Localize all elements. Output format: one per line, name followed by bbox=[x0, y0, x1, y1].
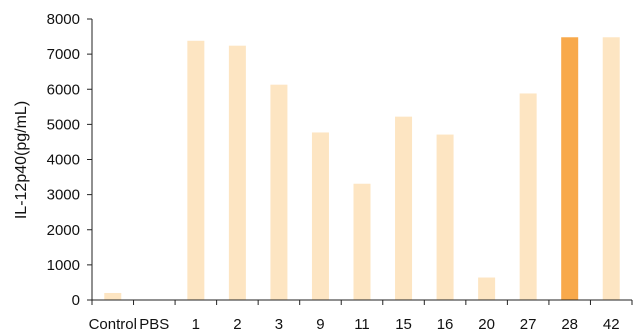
y-tick-label: 5000 bbox=[47, 116, 80, 133]
bar-28 bbox=[561, 37, 579, 300]
x-tick-label: 2 bbox=[233, 316, 241, 333]
x-tick-label: 16 bbox=[437, 316, 454, 333]
y-tick-label: 0 bbox=[72, 292, 80, 309]
bar-1 bbox=[187, 40, 205, 301]
x-tick-label: 15 bbox=[395, 316, 412, 333]
bar-11 bbox=[353, 183, 371, 300]
bars bbox=[104, 37, 620, 301]
x-tick-label: Control bbox=[89, 316, 137, 333]
y-tick-label: 4000 bbox=[47, 152, 80, 169]
x-tick-label: 11 bbox=[354, 316, 370, 333]
x-tick-label: 9 bbox=[316, 316, 324, 333]
x-tick-label: 42 bbox=[603, 316, 620, 333]
bar-20 bbox=[478, 277, 496, 300]
bar-control bbox=[104, 292, 122, 300]
x-tick-label: 27 bbox=[520, 316, 537, 333]
bar-27 bbox=[519, 93, 537, 300]
x-tick-label: 20 bbox=[478, 316, 495, 333]
y-tick-label: 6000 bbox=[47, 81, 80, 98]
y-axis-ticks: 0 1000 2000 3000 4000 5000 6000 7000 8000 bbox=[47, 11, 92, 309]
x-tick-label: 28 bbox=[561, 316, 578, 333]
bar-3 bbox=[270, 84, 288, 300]
y-tick-label: 2000 bbox=[47, 222, 80, 239]
y-tick-label: 3000 bbox=[47, 187, 80, 204]
y-axis-title: IL-12p40(pg/mL) bbox=[13, 101, 30, 219]
bar-2 bbox=[228, 45, 246, 300]
x-axis-ticks: Control PBS 1 2 3 9 11 15 16 20 27 28 42 bbox=[89, 300, 633, 333]
x-tick-label: 1 bbox=[192, 316, 200, 333]
bar-15 bbox=[395, 116, 413, 301]
y-tick-label: 8000 bbox=[47, 11, 80, 28]
bar-16 bbox=[436, 134, 454, 300]
x-tick-label: 3 bbox=[275, 316, 283, 333]
y-tick-label: 1000 bbox=[47, 257, 80, 274]
bar-42 bbox=[602, 37, 620, 300]
x-tick-label: PBS bbox=[139, 316, 169, 333]
y-tick-label: 7000 bbox=[47, 46, 80, 63]
bar-9 bbox=[311, 132, 329, 300]
